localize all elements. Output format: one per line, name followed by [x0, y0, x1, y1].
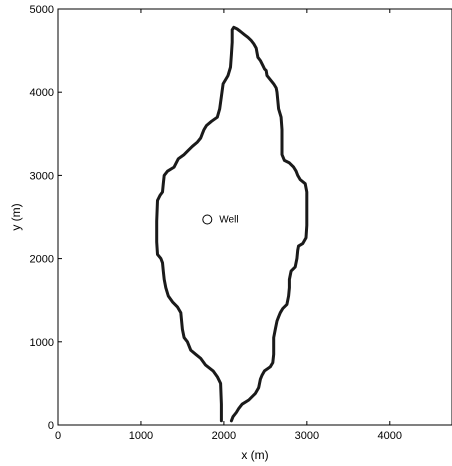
y-tick-label: 3000: [30, 170, 54, 182]
y-tick-label: 2000: [30, 254, 54, 266]
y-tick-label: 5000: [30, 4, 54, 16]
x-ticks: 0 1000 2000 3000 4000: [55, 9, 402, 442]
y-tick-label: 4000: [30, 87, 54, 99]
x-axis-label: x (m): [241, 448, 268, 462]
y-tick-label: 1000: [30, 337, 54, 349]
series-line-boundary: [155, 25, 309, 423]
y-tick-label: 0: [48, 420, 54, 432]
x-tick-label: 3000: [295, 430, 319, 442]
x-tick-label: 2000: [212, 430, 236, 442]
well-marker: [202, 214, 213, 225]
y-ticks: 0 1000 2000 3000 4000 5000: [30, 4, 62, 432]
y-axis-label: y (m): [9, 203, 23, 230]
x-tick-label: 4000: [378, 430, 402, 442]
annotation-well-label: Well: [219, 214, 238, 225]
plot-frame: [57, 8, 452, 426]
x-tick-label: 1000: [129, 430, 153, 442]
x-tick-label: 0: [55, 430, 61, 442]
